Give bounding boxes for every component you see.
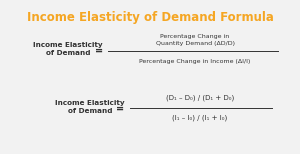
Text: Percentage Change in
Quantity Demand (ΔD/D): Percentage Change in Quantity Demand (ΔD… xyxy=(155,34,235,46)
Text: Percentage Change in Income (ΔI/I): Percentage Change in Income (ΔI/I) xyxy=(139,59,251,63)
Text: Income Elasticity
of Demand: Income Elasticity of Demand xyxy=(33,42,103,56)
Text: (I₁ – I₀) / (I₁ + I₀): (I₁ – I₀) / (I₁ + I₀) xyxy=(172,115,228,121)
Text: Income Elasticity of Demand Formula: Income Elasticity of Demand Formula xyxy=(27,11,273,24)
Text: =: = xyxy=(116,104,124,114)
Text: Income Elasticity
of Demand: Income Elasticity of Demand xyxy=(55,100,125,114)
Text: =: = xyxy=(95,46,103,56)
Text: (D₁ – D₀) / (D₁ + D₀): (D₁ – D₀) / (D₁ + D₀) xyxy=(166,95,234,101)
